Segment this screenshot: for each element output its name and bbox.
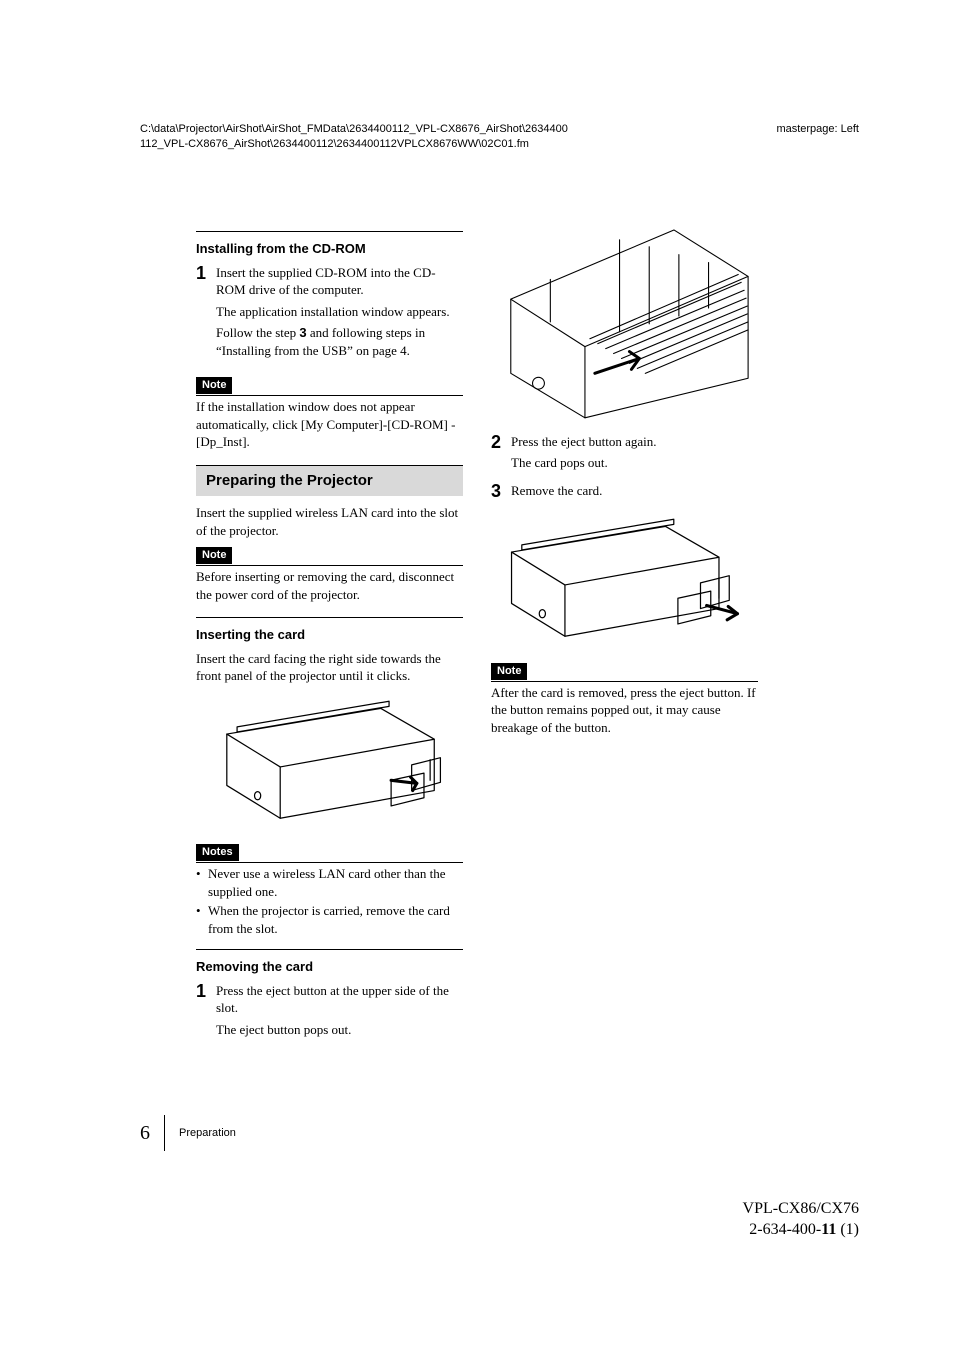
page-number: 6 (140, 1120, 150, 1147)
heading-preparing: Preparing the Projector (196, 465, 463, 496)
page-body: Installing from the CD-ROM 1 Insert the … (196, 225, 758, 1105)
footer-docnum: 2-634-400-11 (1) (743, 1220, 859, 1241)
rule (196, 617, 463, 618)
step-text: Press the eject button again. (511, 433, 758, 451)
note-bullet: Never use a wireless LAN card other than… (208, 865, 463, 900)
notes-list: •Never use a wireless LAN card other tha… (196, 865, 463, 937)
step-2-remove: 2 Press the eject button again. The card… (491, 433, 758, 476)
step-text: Press the eject button at the upper side… (216, 982, 463, 1017)
footer-model: VPL-CX86/CX76 (743, 1199, 859, 1220)
step-number: 2 (491, 433, 511, 476)
step-text: Insert the supplied CD-ROM into the CD-R… (216, 264, 463, 299)
page-footer-right: VPL-CX86/CX76 2-634-400-11 (1) (743, 1199, 859, 1241)
rule (196, 395, 463, 396)
header-file-path: C:\data\Projector\AirShot\AirShot_FMData… (140, 122, 570, 152)
rule (196, 862, 463, 863)
step-number: 1 (196, 982, 216, 1043)
note-text: Before inserting or removing the card, d… (196, 568, 463, 603)
step-1-cdrom: 1 Insert the supplied CD-ROM into the CD… (196, 264, 463, 364)
rule (196, 565, 463, 566)
note-label: Note (196, 377, 232, 394)
figure-card-closeup (491, 225, 758, 423)
header-masterpage: masterpage: Left (776, 122, 859, 137)
step-number: 1 (196, 264, 216, 364)
rule (196, 949, 463, 950)
footer-divider (164, 1115, 165, 1151)
step-text: The card pops out. (511, 454, 758, 472)
step-text: Remove the card. (511, 482, 758, 500)
page-footer-left: 6 Preparation (140, 1115, 236, 1151)
body-text: Insert the card facing the right side to… (196, 650, 463, 685)
footer-section-label: Preparation (179, 1126, 236, 1141)
note-text: If the installation window does not appe… (196, 398, 463, 451)
note-label: Note (491, 663, 527, 680)
step-1-remove: 1 Press the eject button at the upper si… (196, 982, 463, 1043)
step-text: Follow the step 3 and following steps in… (216, 324, 463, 359)
step-3-remove: 3 Remove the card. (491, 482, 758, 504)
rule (196, 231, 463, 232)
rule (491, 681, 758, 682)
note-bullet: When the projector is carried, remove th… (208, 902, 463, 937)
step-text: The application installation window appe… (216, 303, 463, 321)
heading-removing: Removing the card (196, 958, 463, 976)
heading-installing-cdrom: Installing from the CD-ROM (196, 240, 463, 258)
note-text: After the card is removed, press the eje… (491, 684, 758, 737)
note-label: Note (196, 547, 232, 564)
notes-label: Notes (196, 844, 239, 861)
figure-remove-card (491, 511, 758, 645)
step-number: 3 (491, 482, 511, 504)
body-text: Insert the supplied wireless LAN card in… (196, 504, 463, 539)
heading-inserting: Inserting the card (196, 626, 463, 644)
figure-insert-card (196, 693, 463, 827)
step-text: The eject button pops out. (216, 1021, 463, 1039)
